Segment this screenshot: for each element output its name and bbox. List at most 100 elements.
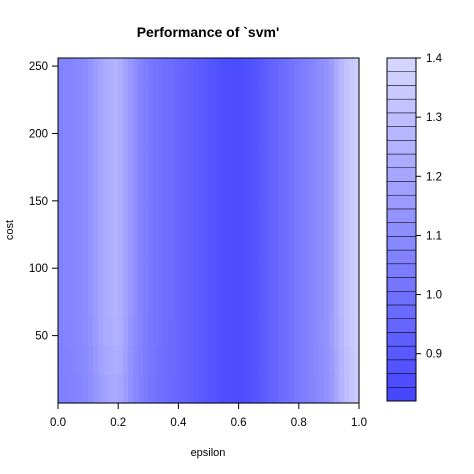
heatmap-cell xyxy=(258,345,265,375)
heatmap-cell xyxy=(228,86,235,117)
heatmap-cell xyxy=(143,201,149,232)
heatmap-cell xyxy=(78,374,84,404)
heatmap-cell xyxy=(353,288,360,318)
heatmap-cell xyxy=(288,374,295,404)
heatmap-cell xyxy=(343,374,350,404)
heatmap-cell xyxy=(138,230,144,260)
heatmap-cell xyxy=(333,345,340,375)
heatmap-cell xyxy=(153,144,159,174)
heatmap-cell xyxy=(353,86,360,117)
heatmap-cell xyxy=(118,173,124,203)
heatmap-cell xyxy=(318,201,325,232)
heatmap-cell xyxy=(123,144,129,174)
heatmap-cell xyxy=(123,86,129,117)
heatmap-cell xyxy=(218,259,225,289)
heatmap-cell xyxy=(283,173,290,203)
legend-swatch xyxy=(386,222,417,237)
heatmap-cell xyxy=(63,374,69,404)
heatmap-cell xyxy=(118,316,124,347)
heatmap-cell xyxy=(218,374,225,404)
heatmap-cell xyxy=(78,58,84,88)
heatmap-cell xyxy=(98,173,104,203)
heatmap-cell xyxy=(303,316,310,347)
heatmap-cell xyxy=(193,230,200,260)
legend-swatch xyxy=(386,359,417,374)
heatmap-cell xyxy=(118,58,124,88)
heatmap-cell xyxy=(248,374,255,404)
heatmap-cell xyxy=(58,173,64,203)
heatmap-cell xyxy=(223,230,230,260)
heatmap-cell xyxy=(248,173,255,203)
heatmap-cell xyxy=(208,374,215,404)
heatmap-cell xyxy=(278,144,285,174)
heatmap-cell xyxy=(88,230,94,260)
heatmap-cell xyxy=(138,374,144,404)
heatmap-cell xyxy=(318,316,325,347)
heatmap-cell xyxy=(58,374,64,404)
heatmap-cell xyxy=(268,259,275,289)
heatmap-cell xyxy=(148,115,154,145)
heatmap-cell xyxy=(188,201,195,232)
heatmap-cell xyxy=(283,201,290,232)
heatmap-cell xyxy=(283,316,290,347)
heatmap-cell xyxy=(138,345,144,375)
heatmap-cell xyxy=(158,58,164,88)
heatmap-cell xyxy=(268,173,275,203)
heatmap-cell xyxy=(278,230,285,260)
heatmap-cell xyxy=(153,201,159,232)
heatmap-cell xyxy=(208,86,215,117)
heatmap-cell xyxy=(308,259,315,289)
heatmap-cell xyxy=(133,115,139,145)
heatmap-cell xyxy=(248,288,255,318)
heatmap-cell xyxy=(88,288,94,318)
heatmap-cell xyxy=(123,201,129,232)
heatmap-cell xyxy=(158,144,164,174)
heatmap-cell xyxy=(128,316,134,347)
heatmap-cell xyxy=(103,316,109,347)
heatmap-cell xyxy=(318,86,325,117)
heatmap-cell xyxy=(93,115,99,145)
heatmap-cell xyxy=(203,259,210,289)
heatmap-cell xyxy=(333,374,340,404)
heatmap-cell xyxy=(88,58,94,88)
heatmap-cell xyxy=(178,316,185,347)
heatmap-cell xyxy=(288,86,295,117)
heatmap-cell xyxy=(68,345,74,375)
heatmap-cell xyxy=(68,115,74,145)
heatmap-cell xyxy=(288,173,295,203)
heatmap-cell xyxy=(63,144,69,174)
heatmap-cell xyxy=(273,374,280,404)
heatmap-cell xyxy=(178,201,185,232)
heatmap-cell xyxy=(58,259,64,289)
heatmap-cell xyxy=(348,259,355,289)
heatmap-cell xyxy=(318,230,325,260)
heatmap-cell xyxy=(178,374,185,404)
heatmap-cell xyxy=(83,144,89,174)
heatmap-cell xyxy=(283,58,290,88)
heatmap-cell xyxy=(223,58,230,88)
heatmap-cell xyxy=(78,345,84,375)
heatmap-cell xyxy=(268,144,275,174)
heatmap-cell xyxy=(183,115,190,145)
heatmap-cell xyxy=(68,144,74,174)
heatmap-cell xyxy=(293,288,300,318)
y-tick-label: 250 xyxy=(29,61,48,73)
heatmap-cell xyxy=(178,345,185,375)
heatmap-cell xyxy=(208,144,215,174)
chart-title: Performance of `svm' xyxy=(137,24,280,40)
heatmap-cell xyxy=(168,144,174,174)
heatmap-cell xyxy=(353,316,360,347)
heatmap-cell xyxy=(253,201,260,232)
heatmap-cell xyxy=(298,115,305,145)
heatmap-cell xyxy=(308,201,315,232)
heatmap-cell xyxy=(273,144,280,174)
heatmap-cell xyxy=(213,58,220,88)
heatmap-cell xyxy=(333,230,340,260)
heatmap-cell xyxy=(243,201,250,232)
heatmap-cell xyxy=(153,316,159,347)
heatmap-cell xyxy=(313,259,320,289)
heatmap-cell xyxy=(338,86,345,117)
heatmap-cell xyxy=(93,173,99,203)
heatmap-cell xyxy=(288,144,295,174)
heatmap-cell xyxy=(298,345,305,375)
